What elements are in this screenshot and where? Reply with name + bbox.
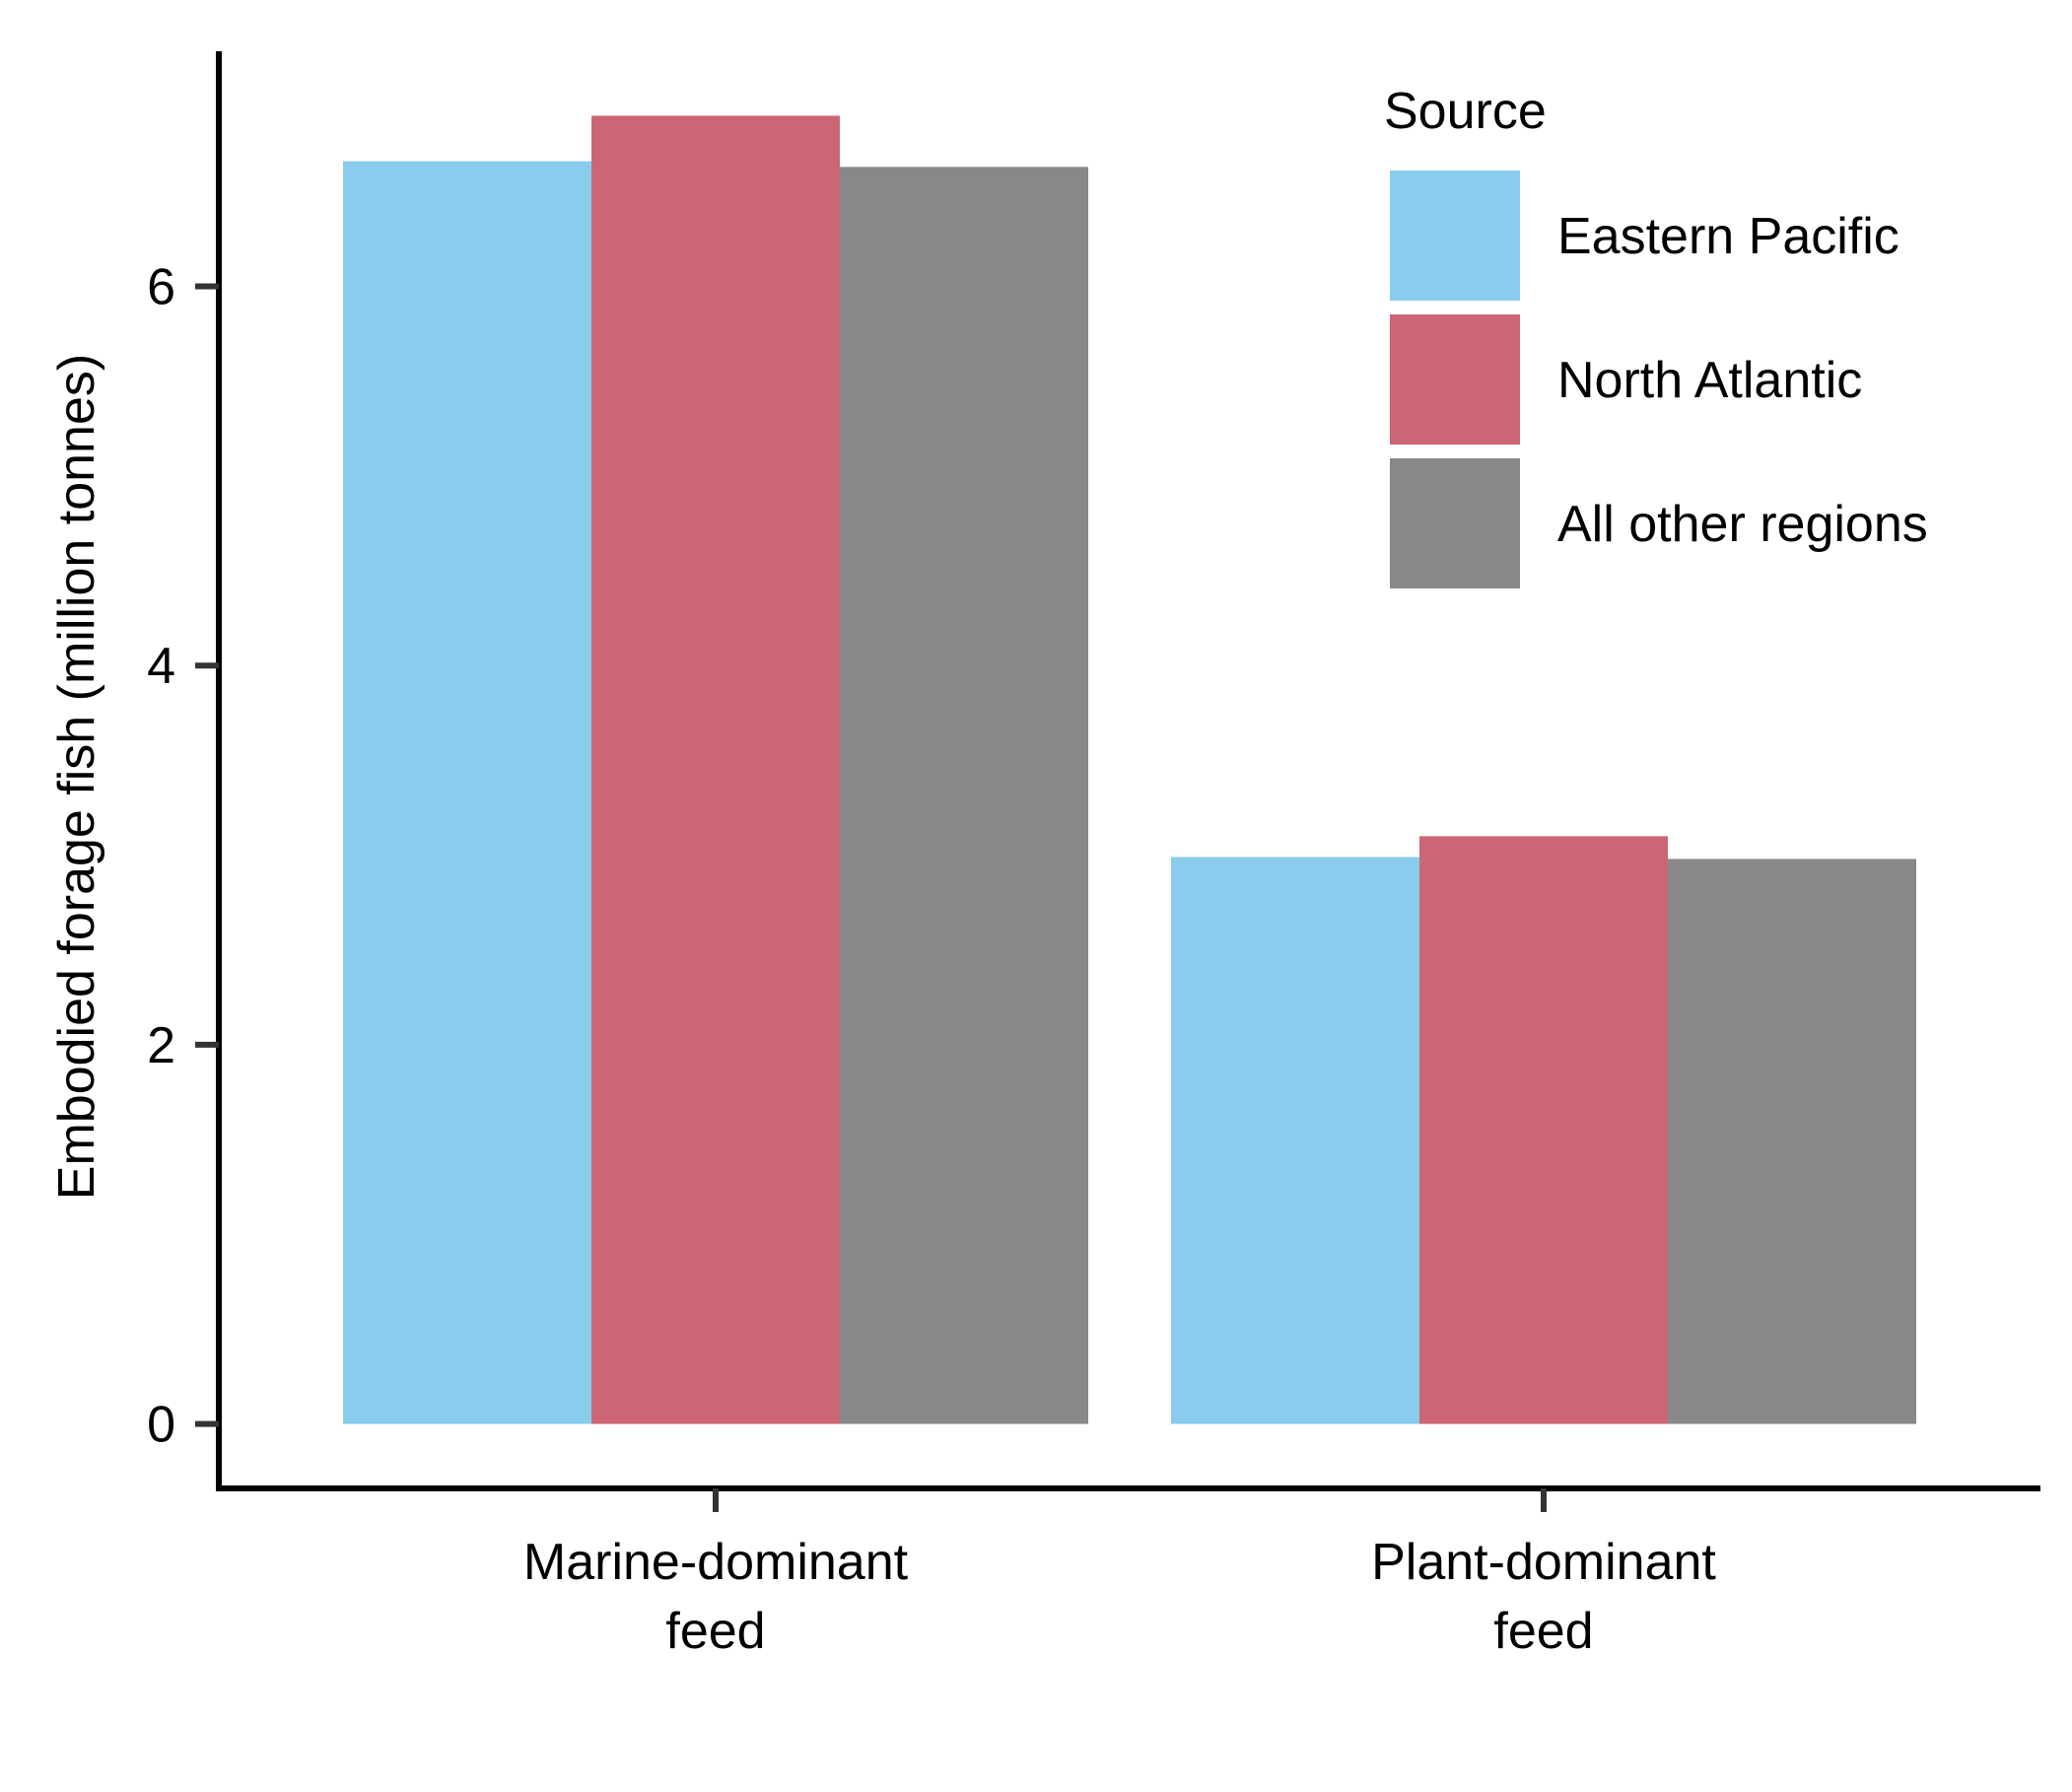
legend-swatch bbox=[1390, 458, 1520, 588]
y-tick-label: 6 bbox=[147, 259, 175, 316]
bar-plant-series-1 bbox=[1419, 836, 1668, 1424]
y-tick-label: 2 bbox=[147, 1017, 175, 1074]
axes-group bbox=[216, 51, 2040, 1491]
y-tick-label: 4 bbox=[147, 638, 175, 695]
bars-group bbox=[343, 115, 1916, 1424]
x-ticks-group: Marine-dominant feed Plant-dominant feed bbox=[523, 1488, 1716, 1660]
legend-label: North Atlantic bbox=[1557, 352, 1862, 409]
legend-label: Eastern Pacific bbox=[1557, 208, 1899, 265]
y-tick-label: 0 bbox=[147, 1397, 175, 1454]
bar-plant-series-2 bbox=[1668, 859, 1916, 1424]
y-axis-title: Embodied forage fish (million tonnes) bbox=[48, 354, 105, 1200]
x-tick-label: Marine-dominant bbox=[523, 1534, 909, 1591]
bar-marine-series-2 bbox=[840, 167, 1088, 1424]
y-ticks-group: 0 2 4 6 bbox=[147, 259, 219, 1454]
legend-label: All other regions bbox=[1557, 496, 1928, 553]
legend-title: Source bbox=[1384, 83, 1547, 140]
x-tick-label: feed bbox=[1493, 1603, 1593, 1660]
legend-swatch bbox=[1390, 171, 1520, 301]
bar-marine-series-1 bbox=[591, 115, 840, 1424]
bar-marine-series-0 bbox=[343, 161, 591, 1424]
x-tick-label: feed bbox=[665, 1603, 765, 1660]
legend: Source Eastern Pacific North Atlantic All … bbox=[1384, 83, 1928, 588]
bar-plant-series-0 bbox=[1171, 857, 1419, 1424]
legend-swatch bbox=[1390, 314, 1520, 445]
x-tick-label: Plant-dominant bbox=[1371, 1534, 1716, 1591]
legend-items: Eastern Pacific North Atlantic All other r… bbox=[1390, 171, 1928, 588]
